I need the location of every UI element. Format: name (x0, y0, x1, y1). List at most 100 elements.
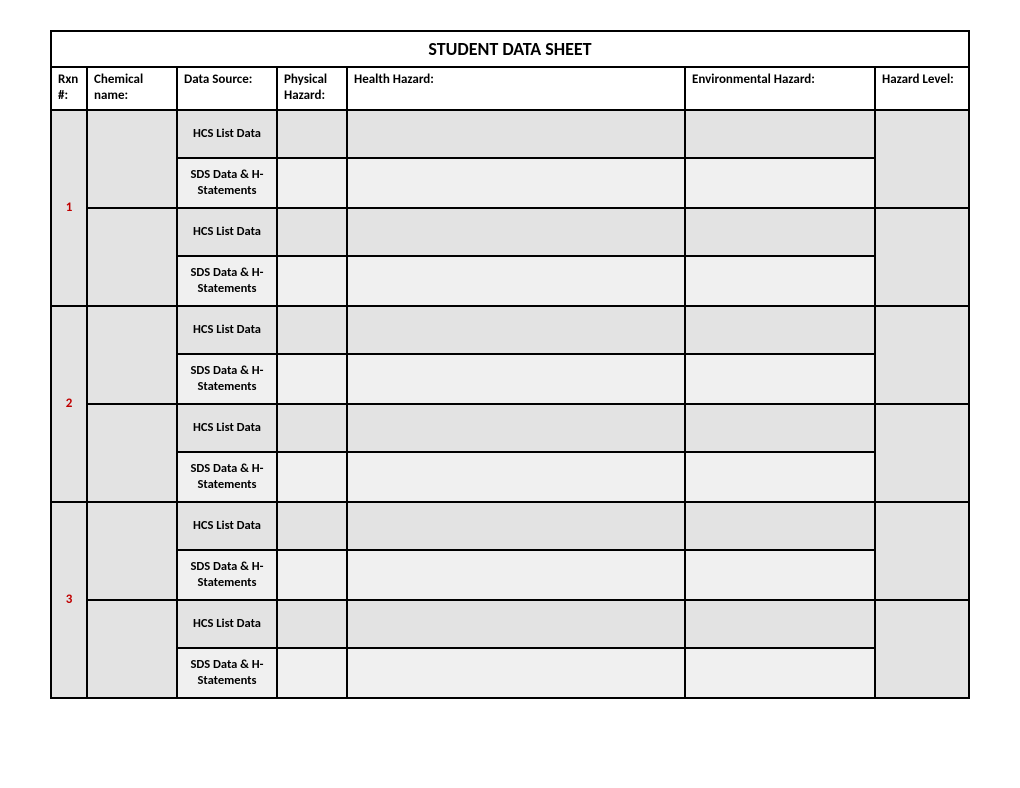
src-hcs: HCS List Data (178, 405, 276, 453)
hazard-level-cell[interactable] (876, 405, 968, 501)
health-hazard-cell[interactable] (348, 111, 686, 207)
src-sds: SDS Data & H-Statements (178, 453, 276, 501)
chemical-name-cell[interactable] (88, 307, 178, 403)
chemical-subrow: HCS List DataSDS Data & H-Statements (88, 209, 968, 305)
hdr-rxn: Rxn #: (52, 68, 88, 109)
hazard-level-cell[interactable] (876, 503, 968, 599)
environmental-hazard-cell-hcs[interactable] (686, 503, 874, 551)
rxn-number: 3 (66, 592, 73, 607)
physical-hazard-cell-hcs[interactable] (278, 405, 346, 453)
student-data-sheet: STUDENT DATA SHEET Rxn #: Chemical name:… (50, 30, 970, 699)
environmental-hazard-cell-hcs[interactable] (686, 601, 874, 649)
data-source-col: HCS List DataSDS Data & H-Statements (178, 405, 278, 501)
health-hazard-cell[interactable] (348, 503, 686, 599)
health-hazard-cell-sds[interactable] (348, 453, 684, 501)
chemical-subrow: HCS List DataSDS Data & H-Statements (88, 307, 968, 405)
environmental-hazard-cell-sds[interactable] (686, 257, 874, 305)
physical-hazard-cell[interactable] (278, 111, 348, 207)
health-hazard-cell-sds[interactable] (348, 649, 684, 697)
chemical-name-cell[interactable] (88, 111, 178, 207)
health-hazard-cell-hcs[interactable] (348, 601, 684, 649)
environmental-hazard-cell-sds[interactable] (686, 355, 874, 403)
physical-hazard-cell[interactable] (278, 209, 348, 305)
src-hcs: HCS List Data (178, 209, 276, 257)
physical-hazard-cell[interactable] (278, 601, 348, 697)
environmental-hazard-cell[interactable] (686, 405, 876, 501)
health-hazard-cell-hcs[interactable] (348, 111, 684, 159)
hdr-chem: Chemical name: (88, 68, 178, 109)
physical-hazard-cell-hcs[interactable] (278, 307, 346, 355)
environmental-hazard-cell[interactable] (686, 307, 876, 403)
chemical-name-cell[interactable] (88, 503, 178, 599)
physical-hazard-cell-hcs[interactable] (278, 503, 346, 551)
environmental-hazard-cell-hcs[interactable] (686, 405, 874, 453)
data-source-col: HCS List DataSDS Data & H-Statements (178, 307, 278, 403)
header-row: Rxn #: Chemical name: Data Source: Physi… (52, 68, 968, 111)
rxn-group: 3HCS List DataSDS Data & H-StatementsHCS… (52, 503, 968, 697)
health-hazard-cell-sds[interactable] (348, 159, 684, 207)
health-hazard-cell-hcs[interactable] (348, 307, 684, 355)
environmental-hazard-cell[interactable] (686, 111, 876, 207)
environmental-hazard-cell-hcs[interactable] (686, 111, 874, 159)
health-hazard-cell-sds[interactable] (348, 355, 684, 403)
physical-hazard-cell-sds[interactable] (278, 453, 346, 501)
src-sds: SDS Data & H-Statements (178, 551, 276, 599)
environmental-hazard-cell-sds[interactable] (686, 453, 874, 501)
physical-hazard-cell-sds[interactable] (278, 649, 346, 697)
data-source-col: HCS List DataSDS Data & H-Statements (178, 601, 278, 697)
physical-hazard-cell-sds[interactable] (278, 355, 346, 403)
physical-hazard-cell-hcs[interactable] (278, 111, 346, 159)
health-hazard-cell[interactable] (348, 209, 686, 305)
chemical-subrow: HCS List DataSDS Data & H-Statements (88, 503, 968, 601)
rxn-number-cell: 3 (52, 503, 88, 697)
physical-hazard-cell[interactable] (278, 503, 348, 599)
src-sds: SDS Data & H-Statements (178, 649, 276, 697)
hdr-env: Environmental Hazard: (686, 68, 876, 109)
chemical-subrow: HCS List DataSDS Data & H-Statements (88, 405, 968, 501)
src-hcs: HCS List Data (178, 503, 276, 551)
physical-hazard-cell-hcs[interactable] (278, 601, 346, 649)
health-hazard-cell[interactable] (348, 601, 686, 697)
src-hcs: HCS List Data (178, 601, 276, 649)
chemical-name-cell[interactable] (88, 209, 178, 305)
environmental-hazard-cell[interactable] (686, 601, 876, 697)
hdr-health: Health Hazard: (348, 68, 686, 109)
environmental-hazard-cell-hcs[interactable] (686, 307, 874, 355)
src-sds: SDS Data & H-Statements (178, 257, 276, 305)
environmental-hazard-cell[interactable] (686, 503, 876, 599)
chemical-name-cell[interactable] (88, 405, 178, 501)
physical-hazard-cell[interactable] (278, 307, 348, 403)
chemical-subrow: HCS List DataSDS Data & H-Statements (88, 601, 968, 697)
physical-hazard-cell-sds[interactable] (278, 551, 346, 599)
physical-hazard-cell-sds[interactable] (278, 257, 346, 305)
health-hazard-cell[interactable] (348, 405, 686, 501)
src-hcs: HCS List Data (178, 307, 276, 355)
health-hazard-cell[interactable] (348, 307, 686, 403)
hazard-level-cell[interactable] (876, 209, 968, 305)
physical-hazard-cell-sds[interactable] (278, 159, 346, 207)
health-hazard-cell-hcs[interactable] (348, 209, 684, 257)
environmental-hazard-cell[interactable] (686, 209, 876, 305)
hazard-level-cell[interactable] (876, 601, 968, 697)
health-hazard-cell-hcs[interactable] (348, 503, 684, 551)
rxn-group: 2HCS List DataSDS Data & H-StatementsHCS… (52, 307, 968, 503)
environmental-hazard-cell-sds[interactable] (686, 649, 874, 697)
health-hazard-cell-sds[interactable] (348, 257, 684, 305)
environmental-hazard-cell-sds[interactable] (686, 551, 874, 599)
environmental-hazard-cell-sds[interactable] (686, 159, 874, 207)
environmental-hazard-cell-hcs[interactable] (686, 209, 874, 257)
sheet-title: STUDENT DATA SHEET (52, 32, 968, 68)
physical-hazard-cell-hcs[interactable] (278, 209, 346, 257)
physical-hazard-cell[interactable] (278, 405, 348, 501)
health-hazard-cell-sds[interactable] (348, 551, 684, 599)
hdr-haz: Hazard Level: (876, 68, 968, 109)
src-sds: SDS Data & H-Statements (178, 159, 276, 207)
health-hazard-cell-hcs[interactable] (348, 405, 684, 453)
hazard-level-cell[interactable] (876, 307, 968, 403)
data-source-col: HCS List DataSDS Data & H-Statements (178, 111, 278, 207)
hazard-level-cell[interactable] (876, 111, 968, 207)
chemical-name-cell[interactable] (88, 601, 178, 697)
data-source-col: HCS List DataSDS Data & H-Statements (178, 209, 278, 305)
hdr-src: Data Source: (178, 68, 278, 109)
src-sds: SDS Data & H-Statements (178, 355, 276, 403)
